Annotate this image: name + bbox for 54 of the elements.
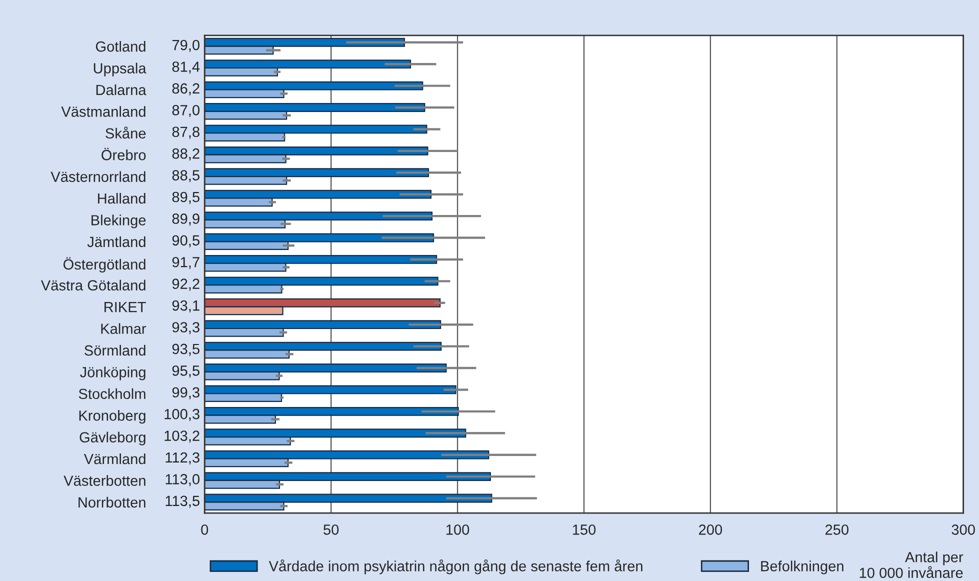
y-tick-label: Västerbotten	[64, 475, 146, 486]
x-tick-label: 50	[324, 524, 339, 535]
legend-label: Vårdade inom psykiatrin någon gång de senaste fem åren	[268, 559, 642, 574]
y-tick-label: Dalarna	[96, 84, 146, 96]
data-label: 93,3	[172, 322, 200, 334]
y-tick-label: Värmland	[84, 453, 146, 464]
data-label: 91,7	[172, 256, 200, 270]
data-label: 113,0	[166, 474, 200, 486]
y-tick-label: Blekinge	[92, 214, 146, 228]
y-tick-label: Östergötland	[63, 257, 146, 273]
y-tick-label: Västernorrland	[50, 171, 146, 182]
data-label: 79,0	[172, 40, 200, 52]
y-tick-label: Uppsala	[94, 62, 146, 76]
y-tick-label: Örebro	[102, 148, 146, 160]
y-tick-label: Jönköping	[80, 366, 146, 380]
y-tick-label: Kronoberg	[79, 410, 146, 424]
y-tick-label: Västra Götaland	[40, 280, 146, 291]
y-tick-label: Gotland	[96, 41, 146, 52]
data-label: 86,2	[172, 83, 200, 96]
data-label: 92,2	[172, 278, 200, 291]
legend-label: Befolkningen	[761, 560, 844, 574]
data-label: 93,1	[172, 300, 200, 312]
y-tick-label: Västmanland	[61, 106, 146, 117]
x-tick-label: 100	[446, 524, 470, 535]
y-tick-label: RIKET	[104, 302, 146, 312]
data-label: 112,3	[166, 452, 200, 464]
data-label: 90,5	[172, 235, 200, 248]
y-tick-label: Sörmland	[84, 344, 146, 356]
x-tick-label: 0	[201, 524, 208, 535]
data-label: 103,2	[164, 430, 200, 443]
y-tick-label: Gävleborg	[80, 432, 146, 446]
data-label: 93,5	[172, 344, 200, 356]
data-label: 89,9	[172, 214, 200, 226]
y-tick-label: Skåne	[106, 126, 146, 139]
data-label: 89,5	[172, 192, 200, 204]
x-tick-label: 150	[572, 524, 596, 535]
x-axis-title: Antal per 10 000 invånare	[860, 552, 964, 578]
data-label: 95,5	[172, 366, 200, 378]
x-tick-label: 250	[825, 524, 848, 535]
data-label: 87,8	[172, 126, 200, 139]
data-label: 113,5	[166, 496, 200, 508]
y-tick-label: Halland	[98, 192, 146, 204]
data-label: 99,3	[172, 387, 200, 400]
y-tick-label: Jämtland	[87, 236, 146, 248]
data-label: 87,0	[172, 105, 200, 118]
y-tick-label: Kalmar	[101, 323, 146, 334]
data-label: 88,5	[172, 170, 200, 182]
x-tick-label: 200	[698, 524, 722, 535]
x-tick-label: 300	[952, 524, 975, 535]
data-label: 100,3	[164, 408, 200, 421]
data-label: 81,4	[172, 62, 200, 74]
y-tick-label: Stockholm	[78, 388, 146, 400]
data-label: 88,2	[172, 148, 200, 160]
y-tick-label: Norrbotten	[78, 496, 146, 508]
